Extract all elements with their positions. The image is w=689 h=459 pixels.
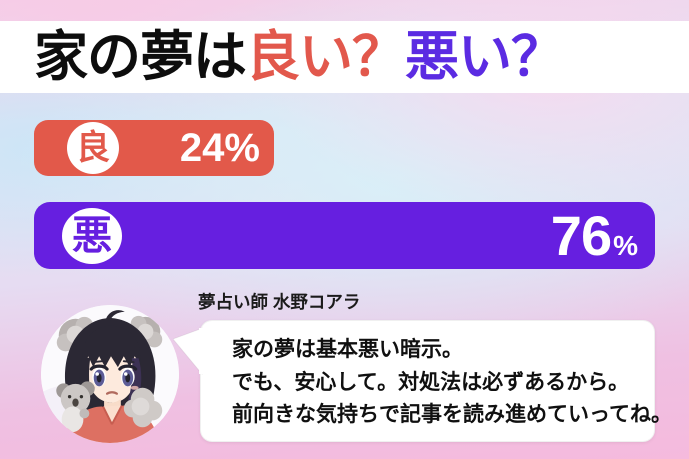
speech-line-3: 前向きな気持ちで記事を読み進めていってね。 bbox=[232, 403, 672, 426]
good-percentage: 24% bbox=[180, 128, 260, 168]
bad-percentage: 76% bbox=[550, 203, 638, 267]
eyes bbox=[89, 364, 138, 387]
koala-plush bbox=[56, 381, 95, 433]
page-title: 家の夢は良い？悪い？ bbox=[34, 27, 565, 87]
good-percentage-number: 24 bbox=[179, 126, 225, 170]
speech-bubble: 家の夢は基本悪い暗示。 でも、安心して。対処法は必ずあるから。 前向きな気持ちで… bbox=[173, 320, 672, 442]
bad-percentage-number: 76 bbox=[550, 203, 612, 267]
speech-line-1: 家の夢は基本悪い暗示。 bbox=[232, 338, 463, 361]
bad-percentage-unit: % bbox=[613, 229, 638, 261]
title-neutral-text: 家の夢は bbox=[34, 27, 247, 87]
title-bad-text: 悪い？ bbox=[405, 27, 565, 87]
good-percentage-unit: % bbox=[224, 126, 260, 170]
expert-name-label: 夢占い師 水野コアラ bbox=[198, 292, 361, 312]
poll-bar-good: 良 24% bbox=[34, 120, 274, 176]
fortune-teller-avatar-icon bbox=[41, 305, 179, 443]
koala-paw bbox=[123, 387, 163, 428]
title-band: 家の夢は良い？悪い？ bbox=[0, 21, 689, 93]
bad-badge: 悪 bbox=[62, 207, 122, 264]
speech-bubble-tail-icon bbox=[173, 327, 203, 375]
speech-line-2: でも、安心して。対処法は必ずあるから。 bbox=[232, 370, 630, 394]
good-badge: 良 bbox=[67, 122, 119, 174]
poll-bar-bad: 悪 76% bbox=[34, 202, 655, 269]
title-good-text: 良い？ bbox=[246, 27, 406, 87]
